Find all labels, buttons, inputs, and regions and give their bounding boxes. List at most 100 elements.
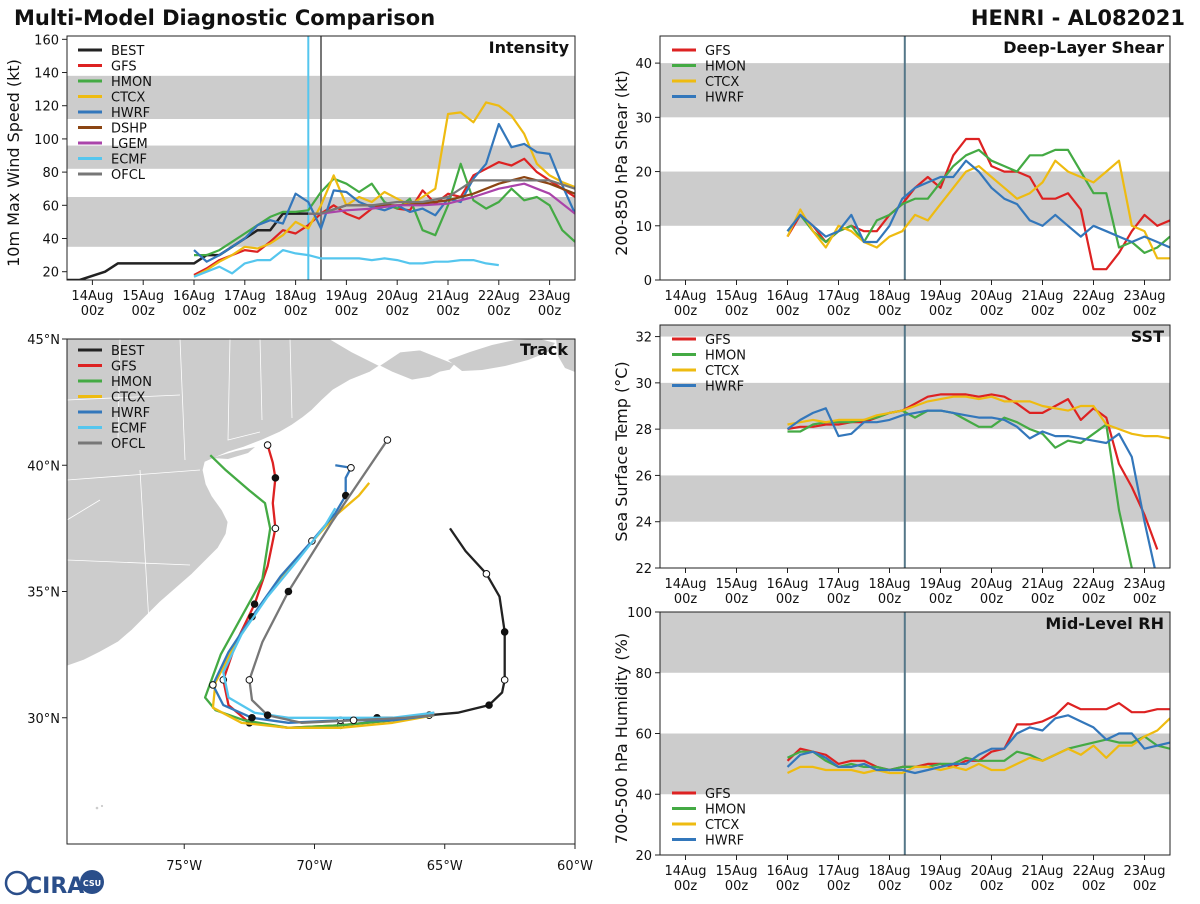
track-legend-label: HWRF [111, 406, 150, 421]
sst-xtick-date: 19Aug [920, 577, 962, 592]
track-line-hmon [203, 454, 435, 729]
track-ytick-label: 35°N [27, 586, 60, 601]
track-position-marker [485, 701, 493, 709]
shear-legend-label: HWRF [705, 91, 744, 106]
rh-xtick-hour: 00z [1082, 879, 1106, 894]
shear-xtick-date: 19Aug [920, 289, 962, 304]
sst-xtick-date: 18Aug [869, 577, 911, 592]
track-lines [203, 436, 509, 730]
sst-xtick-hour: 00z [980, 592, 1004, 607]
track-position-marker [250, 600, 259, 608]
intensity-series-lgem [308, 182, 575, 215]
intensity-xtick-date: 16Aug [173, 289, 215, 304]
rh-title: Mid-Level RH [1045, 614, 1164, 633]
track-title: Track [520, 340, 568, 359]
shear-legend-label: CTCX [705, 75, 739, 90]
rh-xtick-date: 16Aug [767, 864, 809, 879]
track-legend-label: GFS [111, 360, 137, 375]
sst-xtick-hour: 00z [776, 592, 800, 607]
shear-legend-label: GFS [705, 44, 731, 59]
shear-xtick-hour: 00z [674, 304, 698, 319]
track-position-marker [349, 716, 358, 725]
intensity-legend-label: ECMF [111, 153, 147, 168]
track-position-marker [209, 681, 217, 689]
sst-xtick-hour: 00z [929, 592, 953, 607]
track-position-marker [500, 628, 509, 636]
rh-ytick-label: 80 [635, 667, 652, 682]
shear-ytick-label: 0 [644, 274, 652, 289]
rh-ytick-label: 100 [627, 606, 652, 621]
sst-series-ctcx [787, 395, 1170, 440]
sst-ytick-label: 22 [635, 562, 652, 577]
sst-series [786, 393, 1170, 568]
intensity-xtick-hour: 00z [538, 304, 562, 319]
shear-series-ctcx [786, 159, 1170, 260]
intensity-ytick-label: 40 [42, 233, 59, 248]
track-legend-label: OFCL [111, 437, 146, 452]
intensity-ytick-label: 120 [34, 100, 59, 115]
shear-xtick-date: 18Aug [869, 289, 911, 304]
intensity-xtick-hour: 00z [132, 304, 156, 319]
rh-ytick-label: 40 [635, 788, 652, 803]
intensity-xtick-date: 15Aug [122, 289, 164, 304]
intensity-ytick-label: 160 [34, 33, 59, 48]
rh-series-ctcx [787, 717, 1170, 775]
intensity-xtick-date: 21Aug [427, 289, 469, 304]
bermuda-islet [95, 806, 99, 810]
rh-xtick-hour: 00z [929, 879, 953, 894]
rh-xtick-date: 23Aug [1124, 864, 1166, 879]
intensity-xtick-date: 19Aug [325, 289, 367, 304]
rh-xtick-date: 14Aug [665, 864, 707, 879]
cira-logo: CIRA CSU [4, 870, 104, 899]
sst-xtick-hour: 00z [725, 592, 749, 607]
shear-xtick-hour: 00z [980, 304, 1004, 319]
rh-legend-label: CTCX [705, 818, 739, 833]
sst-xtick-date: 14Aug [665, 577, 707, 592]
rh-xtick-hour: 00z [725, 879, 749, 894]
track-position-marker [248, 713, 256, 722]
sst-legend-label: CTCX [705, 364, 739, 379]
long-island-land [212, 447, 255, 459]
intensity-title: Intensity [489, 38, 570, 57]
sst-ytick-label: 30 [635, 377, 652, 392]
intensity-legend-label: GFS [111, 60, 137, 75]
shear-frame [659, 35, 1171, 281]
track-position-marker [263, 711, 272, 720]
track-xtick-label: 65°W [427, 859, 463, 874]
logo-subtext: CSU [83, 879, 101, 888]
sst-xtick-date: 17Aug [818, 577, 860, 592]
rh-band [660, 612, 1170, 673]
sst-xtick-date: 21Aug [1022, 577, 1064, 592]
intensity-xtick-date: 18Aug [275, 289, 317, 304]
intensity-xtick-hour: 00z [81, 304, 105, 319]
track-position-marker [263, 441, 272, 449]
rh-xtick-date: 22Aug [1073, 864, 1115, 879]
rh-xtick-hour: 00z [1133, 879, 1157, 894]
storm-id: HENRI - AL082021 [971, 6, 1185, 30]
shear-xtick-hour: 00z [1133, 304, 1157, 319]
rh-xtick-date: 18Aug [869, 864, 911, 879]
shear-series [786, 137, 1170, 271]
intensity-legend-label: CTCX [111, 91, 145, 106]
rh-xtick-hour: 00z [776, 879, 800, 894]
shear-ytick-label: 20 [635, 166, 652, 181]
intensity-xtick-hour: 00z [487, 304, 511, 319]
intensity-xtick-hour: 00z [182, 304, 206, 319]
track-legend-label: BEST [111, 344, 144, 359]
intensity-frame [66, 35, 576, 281]
rh-xtick-date: 15Aug [716, 864, 758, 879]
intensity-series-ofcl [308, 179, 575, 215]
intensity-xtick-hour: 00z [284, 304, 308, 319]
intensity-xtick-date: 17Aug [224, 289, 266, 304]
rh-xtick-date: 17Aug [818, 864, 860, 879]
sst-xtick-hour: 00z [1031, 592, 1055, 607]
intensity-ytick-label: 20 [42, 266, 59, 281]
rh-legend-label: HWRF [705, 834, 744, 849]
logo-text: CIRA [26, 874, 84, 899]
us-east-coast-land [67, 339, 456, 667]
intensity-xtick-date: 20Aug [376, 289, 418, 304]
intensity-xtick-hour: 00z [436, 304, 460, 319]
sst-xtick-hour: 00z [827, 592, 851, 607]
